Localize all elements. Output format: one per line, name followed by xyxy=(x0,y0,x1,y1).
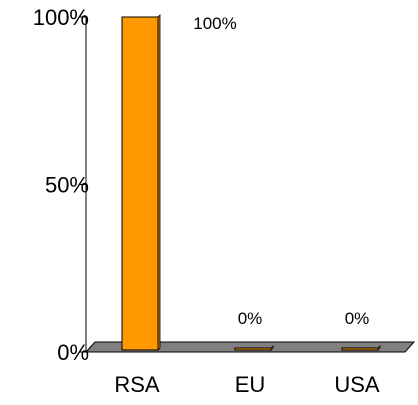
chart-floor xyxy=(84,341,416,353)
y-tick-label: 0% xyxy=(57,340,89,365)
chart-labels: 0% 50% 100% RSA 100% EU 0% USA 0% xyxy=(33,5,380,397)
data-label: 100% xyxy=(193,14,236,33)
bar xyxy=(121,16,159,351)
x-tick-label: USA xyxy=(334,372,380,397)
bar-side xyxy=(377,345,381,351)
bar xyxy=(234,347,272,351)
data-label: 0% xyxy=(238,309,263,328)
x-tick-label: RSA xyxy=(114,372,160,397)
x-tick-label: EU xyxy=(235,372,266,397)
y-tick-label: 100% xyxy=(33,5,89,30)
y-tick-label: 50% xyxy=(45,173,89,198)
bar xyxy=(341,347,379,351)
bar-series xyxy=(121,14,381,351)
bar-side xyxy=(157,14,161,351)
data-label: 0% xyxy=(345,309,370,328)
chart-floor-layer xyxy=(84,341,416,353)
y-axis xyxy=(80,16,87,353)
bar-side xyxy=(270,345,274,351)
